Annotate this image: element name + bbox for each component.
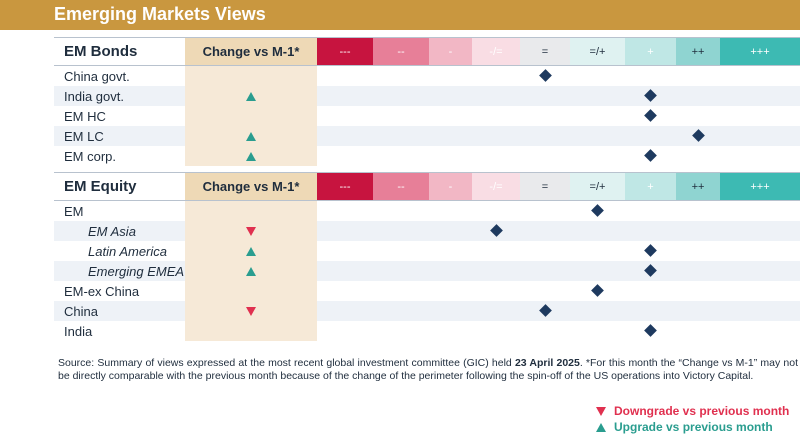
view-marker-diamond [644,109,657,122]
row-label: Latin America [88,244,167,259]
change-column-header: Change vs M-1* [185,38,317,65]
scale-header-cell: = [520,38,570,65]
row-label: EM-ex China [64,284,140,299]
change-cell [185,106,317,126]
view-marker-diamond [591,204,604,217]
table-row: China [54,301,800,321]
row-label: EM [64,204,84,219]
view-marker-diamond [538,69,552,82]
change-cell [185,201,317,221]
view-marker-diamond [644,244,657,257]
upgrade-triangle-icon [246,92,256,101]
equity-section-title: EM Equity [64,178,137,195]
scale-header-cell: ++ [676,173,720,200]
scale-header-cell: = [520,173,570,200]
table-row: EM corp. [54,146,800,166]
table-row: EM [54,201,800,221]
row-label: India govt. [64,89,124,104]
em-equity-table: EM Equity Change vs M-1* --- -- - -/= = =/+ + ++ +… [54,172,800,341]
em-bonds-table: EM Bonds Change vs M-1* --- -- - -/= = =/+ + ++ ++… [54,37,800,166]
down-triangle-icon [596,406,606,416]
row-label: India [64,324,93,339]
scale-header-cell: +++ [720,38,800,65]
equity-header-row: EM Equity Change vs M-1* --- -- - -/= = =/+ + ++ +… [54,172,800,201]
legend-downgrade: Downgrade vs previous month [596,404,789,418]
scale-header-cell: + [625,38,676,65]
scale-header-cell: +++ [720,173,800,200]
scale-header-cell: -/= [472,38,520,65]
footnote-text-3: For this month the “Change vs M-1” may n… [58,357,799,382]
scale-header-cell: =/+ [570,38,625,65]
table-row: Latin America [54,241,800,261]
scale-header-cell: --- [317,173,373,200]
row-label: EM LC [64,129,104,144]
legend-upgrade-label: Upgrade vs previous month [614,420,773,434]
scale-header-cell: -- [373,173,429,200]
view-marker-diamond [644,324,657,337]
scale-header-cell: - [429,173,472,200]
table-row: EM LC [54,126,800,146]
footnote-text-1: Source: Summary of views expressed at th… [58,357,515,369]
table-row: India govt. [54,86,800,106]
row-label: China [64,304,98,319]
footnote-text-2: . * [579,357,591,369]
scale-header-cell: + [625,173,676,200]
table-row: EM-ex China [54,281,800,301]
bonds-header-row: EM Bonds Change vs M-1* --- -- - -/= = =/+ + ++ ++… [54,37,800,66]
downgrade-triangle-icon [246,307,256,316]
view-marker-diamond [644,149,657,162]
row-label: EM HC [64,109,106,124]
scale-header-cell: - [429,38,472,65]
table-row: EM Asia [54,221,800,241]
up-triangle-icon [596,422,606,432]
scale-header-cell: -- [373,38,429,65]
footnote-date: 23 April 2025 [514,357,580,369]
row-label: EM Asia [88,224,136,239]
change-cell [185,66,317,86]
change-column-header: Change vs M-1* [185,173,317,200]
scale-header-cell: -/= [472,173,520,200]
legend-upgrade: Upgrade vs previous month [596,420,773,434]
change-cell [185,281,317,301]
row-label: EM corp. [64,149,117,164]
view-marker-diamond [489,224,503,237]
table-row: Emerging EMEA [54,261,800,281]
bonds-section-title: EM Bonds [64,43,138,60]
view-marker-diamond [691,129,705,142]
row-label: Emerging EMEA [88,264,185,279]
upgrade-triangle-icon [246,132,256,141]
view-marker-diamond [538,304,552,317]
scale-header-cell: =/+ [570,173,625,200]
table-row: India [54,321,800,341]
upgrade-triangle-icon [246,247,256,256]
view-marker-diamond [644,264,657,277]
downgrade-triangle-icon [246,227,256,236]
change-cell [185,321,317,341]
row-label: China govt. [64,69,130,84]
upgrade-triangle-icon [246,267,256,276]
page-title: Emerging Markets Views [54,4,266,24]
scale-header-cell: --- [317,38,373,65]
view-marker-diamond [644,89,657,102]
legend-downgrade-label: Downgrade vs previous month [614,404,790,418]
source-footnote: Source: Summary of views expressed at th… [58,357,798,383]
title-banner: Emerging Markets Views [0,0,800,30]
table-row: EM HC [54,106,800,126]
table-row: China govt. [54,66,800,86]
upgrade-triangle-icon [246,152,256,161]
scale-header-cell: ++ [676,38,720,65]
view-marker-diamond [591,284,604,297]
